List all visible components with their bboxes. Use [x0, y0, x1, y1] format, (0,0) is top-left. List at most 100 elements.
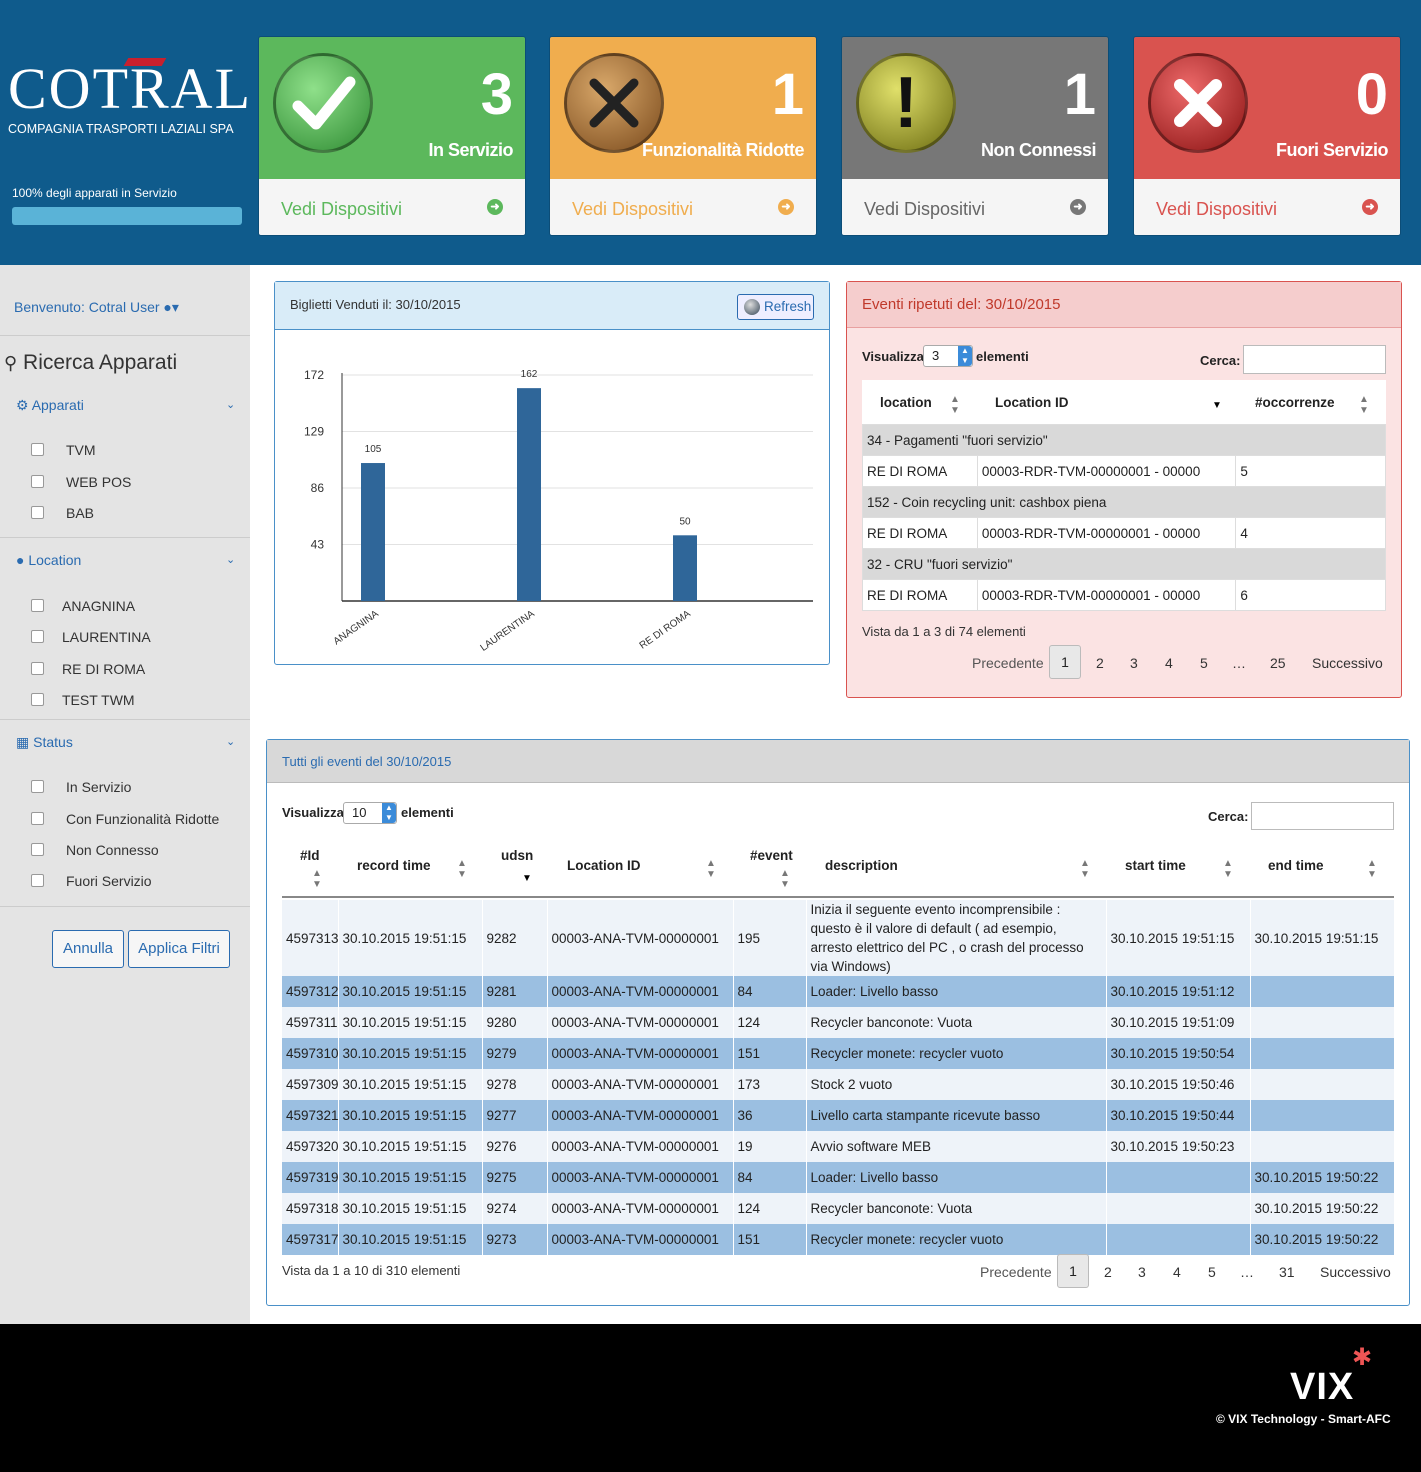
arrow-right-icon[interactable]: ➜ [1070, 199, 1086, 215]
sort-icon[interactable]: ▲ ▼ [1367, 858, 1377, 880]
group-apparati[interactable]: ⚙ Apparati [16, 397, 84, 414]
link-label[interactable]: Vedi Dispositivi [1156, 199, 1278, 219]
sort-icon[interactable]: ▲ ▼ [457, 858, 467, 880]
sort-icon[interactable]: ▲ ▼ [706, 858, 716, 880]
page-31-link[interactable]: 31 [1279, 1264, 1295, 1280]
checkbox-test-twm[interactable] [31, 693, 44, 706]
col-location-id[interactable]: Location ID [995, 395, 1069, 410]
checkbox-non-connesso[interactable] [31, 843, 44, 856]
table-row[interactable]: 4597310 30.10.2015 19:51:15 9279 00003-ANA-… [282, 1038, 1395, 1069]
search-input[interactable] [1251, 802, 1394, 830]
user-menu[interactable]: Benvenuto: Cotral User ●▾ [14, 299, 179, 316]
checkbox-funzionalita-ridotte[interactable] [31, 812, 44, 825]
link-label[interactable]: Vedi Dispositivi [572, 199, 694, 219]
group-title[interactable]: Status [33, 734, 73, 750]
checkbox-in-servizio[interactable] [31, 780, 44, 793]
page-25-link[interactable]: 25 [1270, 655, 1286, 671]
link-label[interactable]: Vedi Dispositivi [281, 199, 403, 219]
select-arrows-icon[interactable]: ▲ ▼ [382, 803, 396, 823]
table-row[interactable]: 4597319 30.10.2015 19:51:15 9275 00003-ANA-… [282, 1162, 1395, 1193]
table-row[interactable]: 4597321 30.10.2015 19:51:15 9277 00003-ANA-… [282, 1100, 1395, 1131]
refresh-icon[interactable] [744, 299, 760, 315]
group-title[interactable]: Apparati [31, 397, 84, 413]
checkbox-anagnina[interactable] [31, 599, 44, 612]
col-start-time[interactable]: start time [1125, 858, 1186, 873]
table-row[interactable]: 4597320 30.10.2015 19:51:15 9276 00003-ANA-… [282, 1131, 1395, 1162]
checkbox-web-pos[interactable] [31, 475, 44, 488]
table-row[interactable]: 4597318 30.10.2015 19:51:15 9274 00003-ANA-… [282, 1193, 1395, 1224]
vedi-dispositivi-in-servizio[interactable]: Vedi Dispositivi ➜ [259, 179, 525, 235]
cancel-button[interactable]: Annulla [52, 930, 124, 968]
col-end-time[interactable]: end time [1268, 858, 1324, 873]
chevron-down-icon[interactable]: ⌄ [226, 554, 236, 566]
sort-icon[interactable]: ▲ ▼ [1359, 394, 1369, 416]
page-size-select[interactable]: 3 ▲ ▼ [923, 345, 973, 367]
vedi-dispositivi-non-connessi[interactable]: Vedi Dispositivi ➜ [842, 179, 1108, 235]
col-id[interactable]: #Id [300, 848, 320, 863]
arrow-right-icon[interactable]: ➜ [1362, 199, 1378, 215]
next-page-link[interactable]: Successivo [1312, 655, 1383, 671]
checkbox-laurentina[interactable] [31, 630, 44, 643]
next-page-link[interactable]: Successivo [1320, 1264, 1391, 1280]
sort-icon[interactable]: ▲ ▼ [1223, 858, 1233, 880]
col-location[interactable]: location [880, 395, 932, 410]
arrow-right-icon[interactable]: ➜ [487, 199, 503, 215]
col-location-id[interactable]: Location ID [567, 858, 641, 873]
page-size-value[interactable]: 10 [352, 805, 367, 820]
col-description[interactable]: description [825, 858, 898, 873]
apply-filters-button[interactable]: Applica Filtri [128, 930, 230, 968]
sort-icon[interactable]: ▲ ▼ [780, 868, 790, 890]
checkbox-bab[interactable] [31, 506, 44, 519]
page-size-select[interactable]: 10 ▲ ▼ [343, 802, 397, 824]
refresh-label[interactable]: Refresh [764, 299, 812, 314]
col-record-time[interactable]: record time [357, 858, 431, 873]
page-size-value[interactable]: 3 [932, 348, 940, 363]
col-occorrenze[interactable]: #occorrenze [1255, 395, 1335, 410]
vedi-dispositivi-fuori-servizio[interactable]: Vedi Dispositivi ➜ [1134, 179, 1400, 235]
page-4-link[interactable]: 4 [1165, 655, 1173, 671]
checkbox-fuori-servizio[interactable] [31, 874, 44, 887]
prev-page-link[interactable]: Precedente [980, 1264, 1052, 1280]
group-title[interactable]: Location [28, 552, 82, 568]
page-5-link[interactable]: 5 [1208, 1264, 1216, 1280]
chevron-down-icon[interactable]: ⌄ [226, 399, 236, 411]
page-3-link[interactable]: 3 [1138, 1264, 1146, 1280]
col-udsn[interactable]: udsn [501, 848, 534, 863]
page-2-link[interactable]: 2 [1104, 1264, 1112, 1280]
checkbox-re-di-roma[interactable] [31, 662, 44, 675]
sort-icon[interactable]: ▲ ▼ [312, 868, 322, 890]
table-row[interactable]: 4597317 30.10.2015 19:51:15 9273 00003-ANA-… [282, 1224, 1395, 1255]
group-location[interactable]: ● Location [16, 552, 81, 568]
group-status[interactable]: ▦ Status [16, 734, 73, 751]
table-row[interactable]: 4597312 30.10.2015 19:51:15 9281 00003-ANA-… [282, 976, 1395, 1007]
table-row[interactable]: 4597311 30.10.2015 19:51:15 9280 00003-ANA-… [282, 1007, 1395, 1038]
page-3-link[interactable]: 3 [1130, 655, 1138, 671]
sort-icon[interactable]: ▲ ▼ [950, 394, 960, 416]
table-row[interactable]: 4597313 30.10.2015 19:51:15 9282 00003-ANA-… [282, 900, 1395, 976]
checkbox-label: ANAGNINA [62, 598, 136, 614]
search-input[interactable] [1243, 345, 1386, 374]
table-row[interactable]: RE DI ROMA 00003-RDR-TVM-00000001 - 00000… [862, 579, 1386, 611]
sort-icon[interactable]: ▲ ▼ [1080, 858, 1090, 880]
sort-desc-icon[interactable]: ▼ [522, 873, 532, 884]
page-5-link[interactable]: 5 [1200, 655, 1208, 671]
sort-desc-icon[interactable]: ▼ [1212, 400, 1222, 411]
page-1-button[interactable]: 1 [1049, 645, 1081, 679]
table-row[interactable]: RE DI ROMA 00003-RDR-TVM-00000001 - 00000… [862, 517, 1386, 549]
refresh-button[interactable]: Refresh [737, 294, 814, 320]
user-icon[interactable]: ●▾ [163, 299, 179, 315]
vedi-dispositivi-funzionalita-ridotte[interactable]: Vedi Dispositivi ➜ [550, 179, 816, 235]
link-label[interactable]: Vedi Dispositivi [864, 199, 986, 219]
page-4-link[interactable]: 4 [1173, 1264, 1181, 1280]
chevron-down-icon[interactable]: ⌄ [226, 736, 236, 748]
checkbox-tvm[interactable] [31, 443, 44, 456]
prev-page-link[interactable]: Precedente [972, 655, 1044, 671]
col-event[interactable]: #event [750, 848, 793, 863]
page-1-button[interactable]: 1 [1057, 1254, 1089, 1288]
table-row[interactable]: 4597309 30.10.2015 19:51:15 9278 00003-ANA-… [282, 1069, 1395, 1100]
table-row[interactable]: RE DI ROMA 00003-RDR-TVM-00000001 - 00000… [862, 455, 1386, 487]
select-arrows-icon[interactable]: ▲ ▼ [958, 346, 972, 366]
arrow-right-icon[interactable]: ➜ [778, 199, 794, 215]
page-2-link[interactable]: 2 [1096, 655, 1104, 671]
welcome-text[interactable]: Benvenuto: Cotral User [14, 299, 160, 315]
